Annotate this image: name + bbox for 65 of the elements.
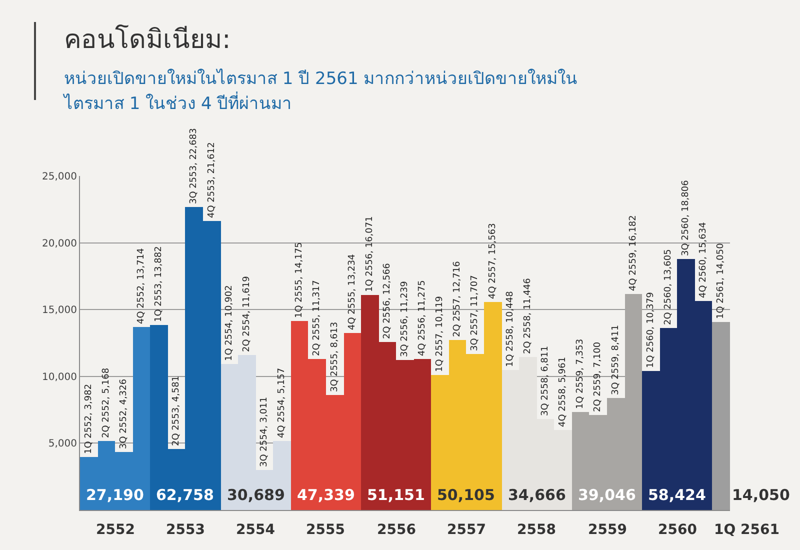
- data-label: 1Q 2555, 14,175: [294, 242, 304, 318]
- series-label: 2559: [588, 522, 627, 538]
- data-label: 2Q 2560, 13,605: [664, 249, 674, 325]
- data-label: 1Q 2556, 16,071: [365, 216, 375, 292]
- data-label: 3Q 2553, 22,683: [189, 128, 199, 204]
- data-label: 4Q 2560, 15,634: [698, 222, 708, 298]
- chart-subtitle: หน่วยเปิดขายใหม่ในไตรมาส 1 ปี 2561 มากกว่าหน่วยเปิดขายใหม่ในไตรมาส 1 ในช่วง 4 ปีที่ผ่านมา: [64, 68, 579, 116]
- annotation: 62,758: [156, 486, 214, 504]
- data-label: 3Q 2559, 8,411: [611, 324, 621, 395]
- data-label: 2Q 2558, 11,446: [523, 278, 533, 354]
- y-tick-label: 20,000: [42, 238, 77, 250]
- series-label: 2552: [96, 522, 135, 538]
- annotation: 51,151: [367, 486, 425, 504]
- data-label: 3Q 2557, 11,707: [470, 275, 480, 351]
- annotation: 34,666: [508, 486, 566, 504]
- data-label: 1Q 2559, 7,353: [576, 338, 586, 409]
- data-label: 2Q 2553, 4,581: [172, 376, 182, 446]
- data-label: 3Q 2558, 6,811: [540, 346, 550, 416]
- data-label: 4Q 2552, 13,714: [136, 248, 146, 324]
- text: 14,050: [732, 486, 790, 504]
- bar: [712, 322, 730, 510]
- data-label: 4Q 2554, 5,157: [277, 368, 287, 438]
- y-tick-label: 10,000: [42, 372, 77, 383]
- data-label: 4Q 2553, 21,612: [207, 142, 217, 218]
- data-label: 1Q 2557, 10,119: [435, 296, 445, 372]
- data-label: 3Q 2560, 18,806: [681, 180, 691, 256]
- series-label: 2555: [306, 522, 345, 538]
- data-label: 3Q 2554, 3,011: [260, 396, 270, 467]
- data-label: 2Q 2555, 11,317: [312, 280, 322, 356]
- data-label: 2Q 2557, 12,716: [452, 260, 462, 337]
- annotation: 39,046: [578, 486, 636, 504]
- series-label: 2560: [658, 522, 698, 538]
- series-label: 2556: [377, 522, 416, 538]
- series-label: 2553: [166, 522, 205, 538]
- data-label: 2Q 2554, 11,619: [242, 276, 252, 352]
- data-label: 2Q 2556, 12,566: [382, 262, 392, 339]
- data-label: 3Q 2556, 11,239: [400, 280, 410, 357]
- data-label: 1Q 2552, 3,982: [84, 384, 94, 454]
- series-label: 2558: [517, 522, 556, 538]
- data-label: 4Q 2555, 13,234: [348, 254, 358, 330]
- data-label: 3Q 2555, 8,613: [330, 322, 340, 392]
- data-label: 1Q 2558, 10,448: [506, 290, 516, 367]
- annotation: 50,105: [437, 486, 495, 504]
- data-label: 1Q 2553, 13,882: [154, 246, 164, 322]
- data-label: 2Q 2559, 7,100: [593, 342, 603, 412]
- data-label: 1Q 2561, 14,050: [716, 242, 726, 319]
- y-tick-label: 15,000: [42, 305, 77, 316]
- y-tick-label: 5,000: [48, 438, 77, 450]
- annotation: 58,424: [648, 486, 706, 504]
- annotation: 47,339: [297, 486, 355, 504]
- series-label: 2554: [236, 522, 276, 538]
- data-label: 4Q 2558, 5,961: [558, 356, 568, 427]
- data-label: 2Q 2552, 5,168: [102, 368, 112, 438]
- data-label: 4Q 2557, 15,563: [488, 223, 498, 299]
- data-label: 1Q 2560, 10,379: [646, 292, 656, 368]
- data-label: 1Q 2554, 10,902: [224, 285, 234, 361]
- series-label: 1Q 2561: [714, 522, 780, 538]
- annotation: 27,190: [86, 486, 144, 504]
- data-label: 4Q 2556, 11,275: [418, 280, 428, 356]
- annotation: 30,689: [227, 486, 285, 504]
- chart-title: คอนโดมิเนียม:: [64, 24, 232, 57]
- series-label: 2557: [447, 522, 486, 538]
- data-label: 4Q 2559, 16,182: [628, 215, 638, 291]
- data-label: 3Q 2552, 4,326: [119, 378, 129, 449]
- y-tick-label: 25,000: [42, 172, 77, 182]
